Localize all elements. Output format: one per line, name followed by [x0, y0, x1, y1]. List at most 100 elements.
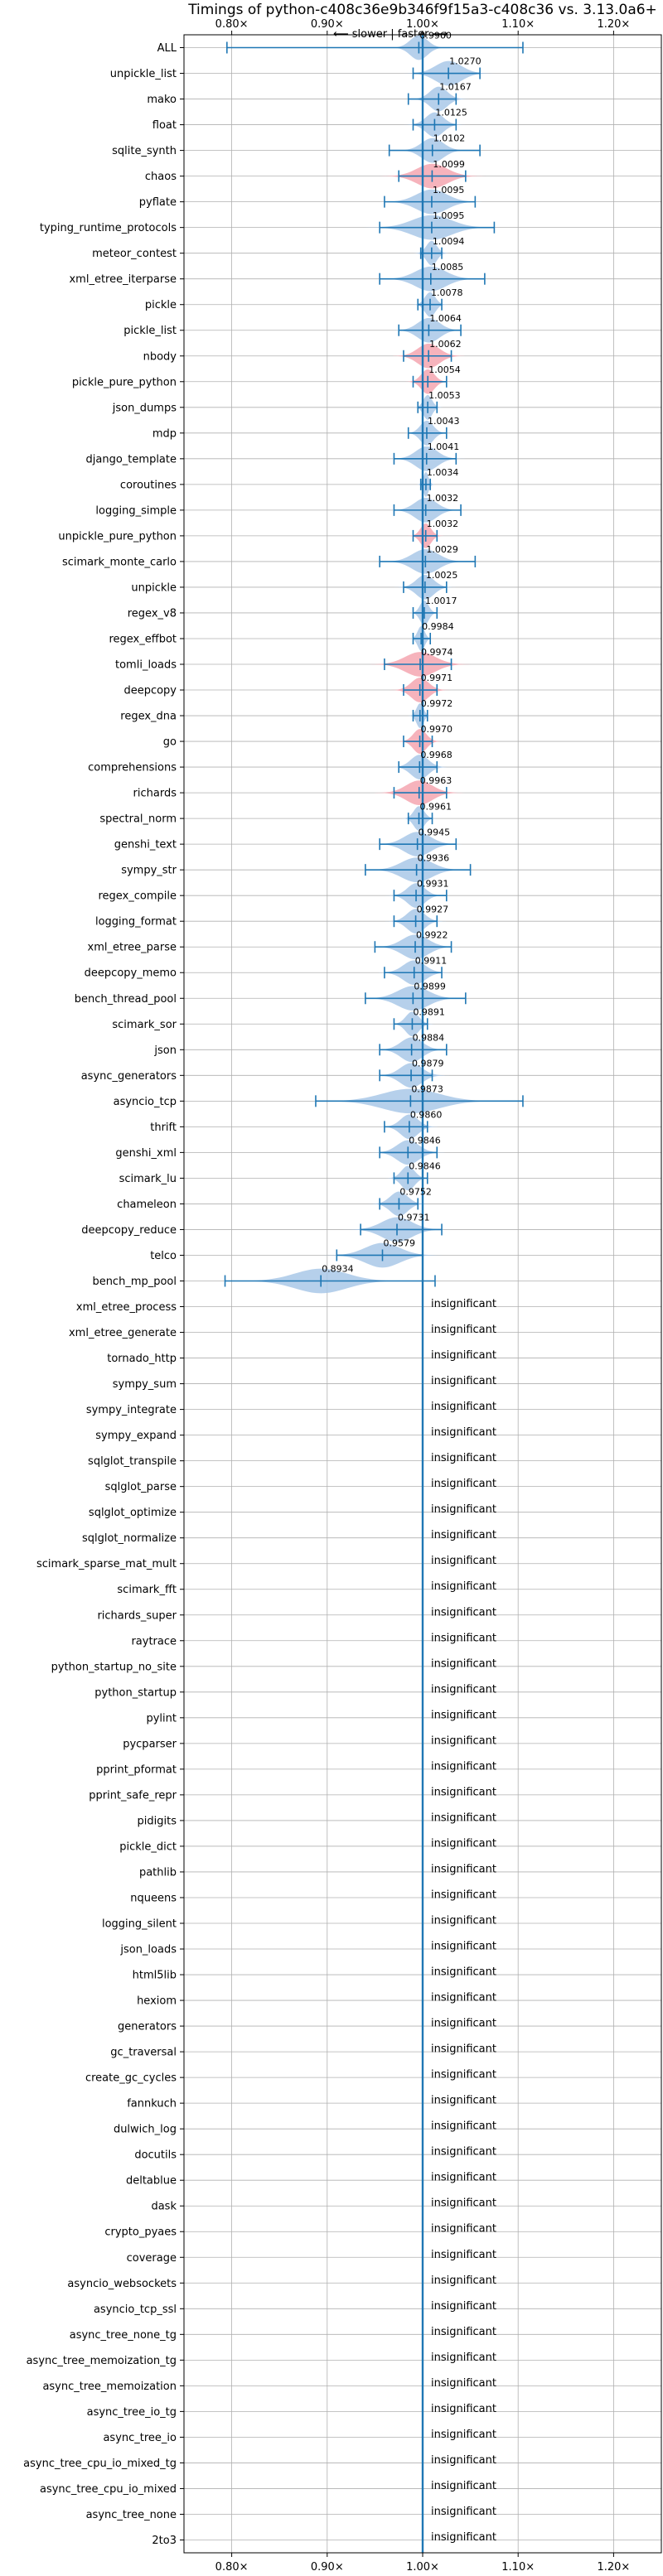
- benchmark-label: deepcopy_memo: [85, 967, 177, 980]
- benchmark-label: 2to3: [152, 2535, 177, 2547]
- x-tick-label-bottom: 0.90×: [311, 2561, 344, 2574]
- benchmark-label: bench_thread_pool: [75, 993, 177, 1006]
- benchmark-label: chaos: [145, 171, 177, 183]
- benchmark-label: scimark_monte_carlo: [62, 556, 177, 568]
- benchmark-label: unpickle_list: [110, 68, 177, 80]
- value-label: 0.9927: [417, 904, 449, 914]
- benchmark-label: genshi_text: [114, 839, 177, 851]
- value-label: 0.9752: [399, 1187, 432, 1198]
- insignificant-label: insignificant: [431, 2275, 496, 2287]
- benchmark-label: sqlite_synth: [112, 145, 177, 157]
- benchmark-label: typing_runtime_protocols: [40, 222, 177, 234]
- benchmark-label: django_template: [86, 453, 177, 466]
- plot-frame: [183, 34, 662, 2554]
- benchmark-label: pprint_pformat: [96, 1763, 177, 1776]
- value-label: 0.9579: [384, 1238, 416, 1249]
- benchmark-label: gc_traversal: [110, 2047, 177, 2059]
- benchmark-label: json: [153, 1044, 177, 1057]
- benchmark-label: create_gc_cycles: [85, 2072, 177, 2085]
- value-label: 1.0125: [435, 108, 467, 118]
- insignificant-label: insignificant: [431, 1941, 496, 1953]
- benchmark-label: richards_super: [97, 1609, 177, 1622]
- insignificant-label: insignificant: [431, 1478, 496, 1490]
- insignificant-label: insignificant: [431, 1657, 496, 1670]
- benchmark-label: go: [163, 736, 177, 749]
- insignificant-label: insignificant: [431, 2095, 496, 2107]
- benchmark-label: sympy_sum: [113, 1378, 177, 1391]
- benchmark-label: mako: [147, 94, 177, 106]
- value-label: 0.9891: [413, 1006, 445, 1017]
- insignificant-label: insignificant: [431, 2018, 496, 2030]
- benchmark-label: async_tree_io: [103, 2432, 177, 2444]
- benchmark-label: deltablue: [126, 2175, 177, 2188]
- insignificant-label: insignificant: [431, 1349, 496, 1362]
- insignificant-label: insignificant: [431, 1632, 496, 1644]
- benchmark-label: pathlib: [139, 1866, 177, 1879]
- benchmark-label: sqlglot_optimize: [89, 1507, 177, 1519]
- value-label: 1.0064: [429, 313, 462, 324]
- insignificant-label: insignificant: [431, 1503, 496, 1516]
- benchmark-label: asyncio_websockets: [67, 2278, 177, 2290]
- value-label: 0.9931: [417, 878, 449, 889]
- benchmark-label: xml_etree_process: [76, 1301, 177, 1314]
- insignificant-label: insignificant: [431, 1683, 496, 1696]
- benchmark-label: pprint_safe_repr: [89, 1789, 177, 1802]
- benchmark-label: nqueens: [130, 1892, 177, 1904]
- insignificant-label: insignificant: [431, 1966, 496, 1979]
- insignificant-label: insignificant: [431, 2506, 496, 2518]
- insignificant-label: insignificant: [431, 1837, 496, 1850]
- benchmark-label: comprehensions: [88, 762, 177, 774]
- value-label: 1.0029: [426, 544, 458, 555]
- value-label: 0.9974: [421, 647, 452, 658]
- value-label: 1.0270: [449, 56, 482, 67]
- value-label: 1.0043: [428, 416, 460, 427]
- insignificant-label: insignificant: [431, 1760, 496, 1773]
- insignificant-label: insignificant: [431, 2172, 496, 2184]
- insignificant-label: insignificant: [431, 1734, 496, 1747]
- benchmark-label: ALL: [157, 42, 177, 55]
- insignificant-label: insignificant: [431, 2377, 496, 2390]
- insignificant-label: insignificant: [431, 1992, 496, 2004]
- value-label: 0.9884: [413, 1032, 445, 1043]
- benchmark-label: richards: [133, 788, 177, 800]
- value-label: 0.9873: [411, 1083, 443, 1094]
- value-label: 0.9922: [416, 929, 448, 940]
- insignificant-label: insignificant: [431, 1786, 496, 1798]
- value-label: 0.9984: [422, 621, 454, 632]
- x-tick-label-bottom: 1.20×: [597, 2561, 630, 2574]
- benchmark-label: fannkuch: [127, 2098, 177, 2110]
- benchmark-label: async_tree_io_tg: [87, 2406, 177, 2419]
- value-label: 1.0094: [433, 236, 465, 247]
- benchmark-label: crypto_pyaes: [104, 2226, 177, 2239]
- insignificant-label: insignificant: [431, 2223, 496, 2236]
- benchmark-label: logging_silent: [102, 1918, 177, 1931]
- benchmark-label: sqlglot_transpile: [88, 1455, 177, 1468]
- insignificant-label: insignificant: [431, 1452, 496, 1464]
- insignificant-label: insignificant: [431, 1606, 496, 1618]
- insignificant-label: insignificant: [431, 1324, 496, 1336]
- value-label: 0.9968: [420, 750, 452, 760]
- benchmark-label: generators: [118, 2021, 177, 2033]
- benchmark-label: json_dumps: [112, 402, 177, 414]
- chart-title: Timings of python-c408c36e9b346f9f15a3-c…: [188, 2, 657, 18]
- insignificant-label: insignificant: [431, 1529, 496, 1541]
- benchmark-label: logging_format: [95, 916, 177, 929]
- benchmark-label: scimark_sparse_mat_mult: [36, 1558, 177, 1570]
- value-label: 0.9945: [419, 827, 451, 837]
- benchmark-label: deepcopy: [123, 685, 177, 697]
- value-label: 1.0078: [431, 287, 463, 298]
- value-label: 0.9860: [410, 1110, 443, 1121]
- insignificant-label: insignificant: [431, 2069, 496, 2082]
- insignificant-label: insignificant: [431, 1375, 496, 1387]
- benchmark-label: python_startup: [94, 1686, 177, 1699]
- benchmark-label: chameleon: [117, 1199, 177, 1211]
- value-label: 0.9961: [420, 801, 452, 812]
- value-label: 0.9911: [415, 955, 448, 966]
- benchmark-label: pyflate: [139, 196, 177, 209]
- benchmark-label: pickle_dict: [119, 1840, 177, 1853]
- benchmark-label: raytrace: [131, 1635, 177, 1647]
- benchmark-label: pylint: [146, 1712, 177, 1725]
- benchmark-label: pickle: [145, 299, 177, 311]
- benchmark-label: sympy_str: [121, 865, 177, 877]
- value-label: 1.0017: [425, 596, 457, 606]
